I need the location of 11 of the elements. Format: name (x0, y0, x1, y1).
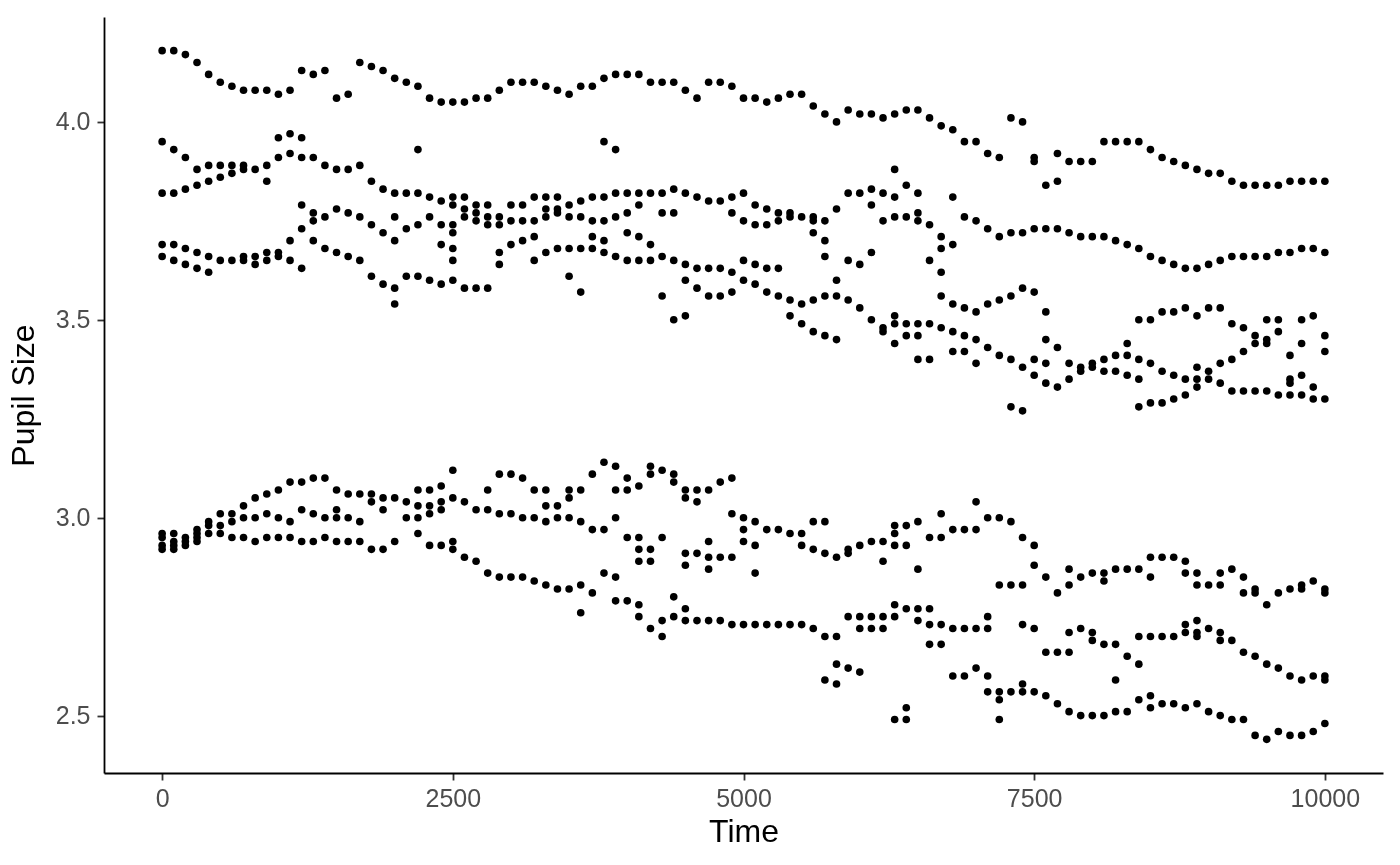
x-tick-label: 7500 (1006, 783, 1063, 812)
x-tick-label: 5000 (716, 783, 772, 812)
x-tick-label: 2500 (425, 783, 482, 812)
x-axis-title: Time (709, 812, 779, 849)
x-tick-label: 0 (155, 783, 170, 812)
x-tick-label: 10000 (1290, 783, 1361, 812)
y-tick-label: 3.5 (55, 305, 91, 334)
y-tick-label: 4.0 (55, 107, 91, 136)
y-tick-label: 2.5 (55, 701, 91, 730)
y-tick-label: 3.0 (55, 503, 91, 532)
y-axis-title: Pupil Size (4, 324, 41, 467)
